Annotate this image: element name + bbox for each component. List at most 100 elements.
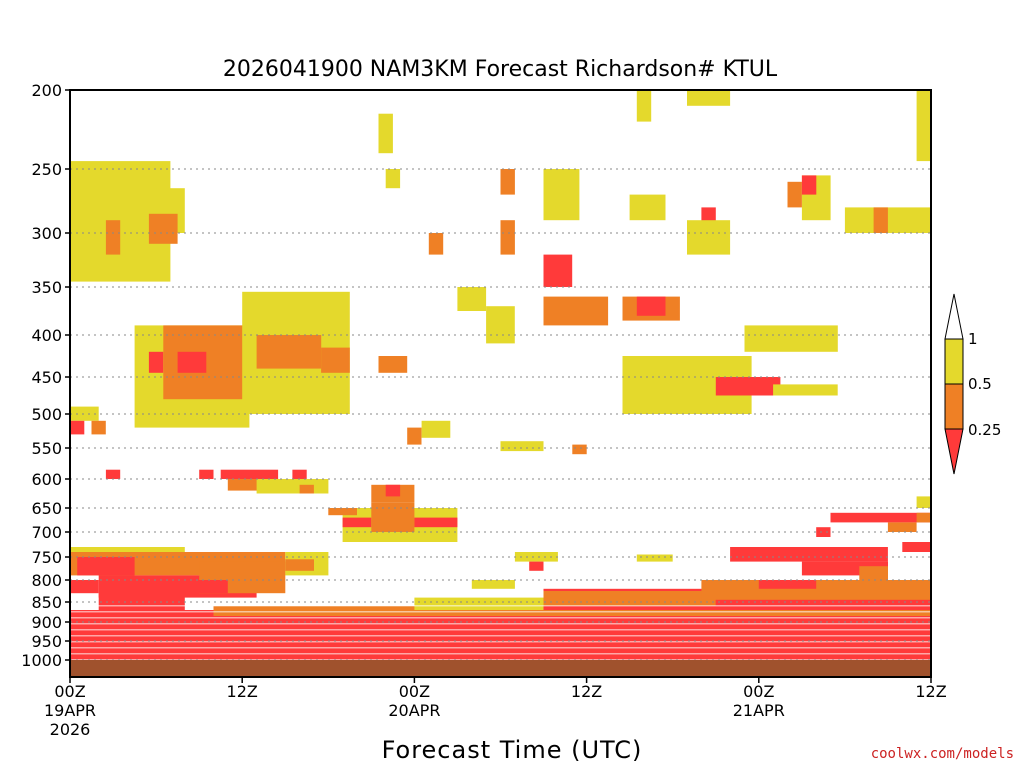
credit-text[interactable]: coolwx.com/models [871,746,1014,762]
heatmap-cell-79 [887,522,917,532]
y-tick-label: 950 [31,632,62,651]
heatmap-cell-19 [744,325,838,352]
y-tick-label: 750 [31,548,62,567]
texture-stripe [70,623,931,625]
heatmap-cell-75 [730,547,888,562]
y-tick-label: 650 [31,499,62,518]
colorbar-label: 0.5 [968,375,992,393]
heatmap-cell-82 [816,527,831,537]
heatmap-cells [70,90,931,661]
y-tick-label: 900 [31,613,62,632]
heatmap-cell-23 [801,175,817,195]
heatmap-cell-35 [385,169,401,189]
heatmap-cell-74 [414,597,544,610]
y-tick-label: 700 [31,523,62,542]
heatmap-cell-41 [421,420,451,438]
heatmap-cell-33 [500,169,515,195]
x-tick-label: 20APR [388,701,440,720]
heatmap-cell-3 [148,213,178,244]
heatmap-cell-27 [873,207,888,233]
texture-stripe [70,641,931,643]
y-tick-label: 800 [31,571,62,590]
y-tick-label: 300 [31,224,62,243]
heatmap-cell-20 [773,384,838,396]
heatmap-cell-52 [299,484,314,494]
x-tick-label: 21APR [733,701,785,720]
y-axis: 200 250 300 350 400 450 500 550 600 650 700 750 800 8… [21,81,70,670]
texture-stripe [70,617,931,619]
heatmap-cell-81 [916,512,931,523]
colorbar-label: 1 [968,330,978,348]
heatmap-cell-36 [457,287,487,311]
heatmap-cell-58 [414,517,458,528]
heatmap-cell-13 [543,254,573,287]
y-tick-label: 850 [31,593,62,612]
heatmap-cell-57 [371,502,415,532]
heatmap-cell-7 [177,351,207,373]
y-tick-label: 450 [31,368,62,387]
colorbar-top-arrow [944,293,964,340]
heatmap-cell-50 [292,469,307,479]
heatmap-cell-43 [70,406,99,421]
heatmap-cell-88 [471,580,515,589]
heatmap-cell-38 [500,220,515,255]
y-tick-label: 550 [31,439,62,458]
x-tick-label: 12Z [227,682,258,701]
heatmap-cell-18 [715,377,781,396]
heatmap-cell-54 [385,484,401,497]
heatmap-cell-46 [220,469,279,479]
heatmap-cell-14 [543,296,609,326]
chart-title: 2026041900 NAM3KM Forecast Richardson# K… [223,57,778,82]
y-tick-label: 400 [31,326,62,345]
heatmap-cell-73 [543,591,716,606]
texture-stripe [70,659,931,661]
heatmap-cell-59 [328,508,357,516]
heatmap-cell-65 [156,580,228,594]
heatmap-cell-56 [342,517,372,528]
heatmap-cell-44 [70,420,85,435]
colorbar-bottom-arrow [944,428,964,475]
heatmap-cell-62 [77,557,135,576]
heatmap-cell-78 [830,512,931,523]
heatmap-cell-77 [859,566,888,580]
x-tick-label: 12Z [915,682,946,701]
heatmap-cell-48 [199,469,214,479]
heatmap-cell-69 [70,580,99,594]
texture-stripe [70,647,931,649]
x-axis-label: Forecast Time (UTC) [382,736,643,764]
heatmap-cell-32 [687,220,731,255]
y-tick-label: 500 [31,405,62,424]
heatmap-cell-26 [844,207,931,233]
x-tick-label: 00Z [743,682,774,701]
heatmap-cell-28 [916,90,931,162]
heatmap-cell-89 [514,552,558,562]
heatmap-cell-87 [636,554,673,562]
x-tick-label: 00Z [54,682,85,701]
heatmap-cell-2 [105,220,121,255]
heatmap-cell-39 [500,441,544,452]
x-tick-label: 19APR [44,701,96,720]
heatmap-cell-24 [543,169,580,221]
texture-stripe [70,611,931,613]
heatmap-cell-68 [285,559,314,571]
plot-frame [69,89,932,678]
heatmap-cell-83 [916,496,931,508]
heatmap-cell-22 [787,181,802,208]
texture-stripe [70,653,931,655]
heatmap-cell-25 [629,194,666,221]
heatmap-cell-47 [227,479,286,491]
y-tick-label: 1000 [21,651,62,670]
colorbar-label: 0.25 [968,421,1001,439]
y-tick-label: 250 [31,160,62,179]
y-tick-label: 350 [31,278,62,297]
heatmap-cell-49 [105,469,121,479]
heatmap-cell-51 [256,479,329,494]
heatmap-cell-30 [636,90,652,122]
x-tick-label: 2026 [50,720,91,739]
y-tick-label: 600 [31,470,62,489]
colorbar-legend: 1 0.5 0.25 [944,293,1001,475]
colorbar-orange [944,383,964,430]
heatmap-cell-80 [902,542,931,552]
colorbar-yellow [944,338,964,385]
